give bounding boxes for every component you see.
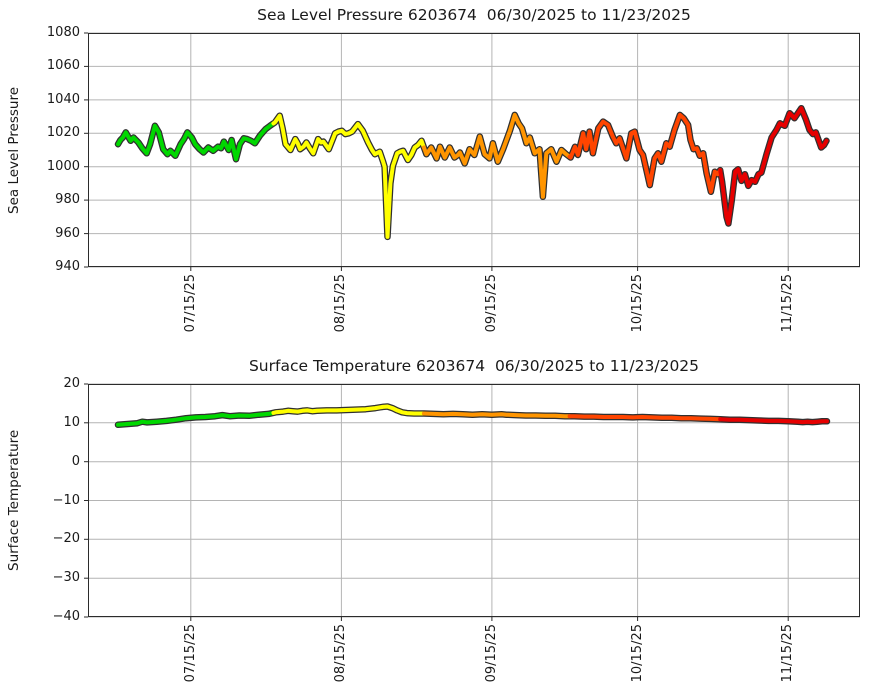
sea-level-pressure-x-tick-label: 11/15/25 xyxy=(780,274,796,333)
surface-temperature-x-tick-label: 11/15/25 xyxy=(780,624,796,683)
surface-temperature-series-oct xyxy=(567,414,723,422)
sea-level-pressure-y-tick-label: 980 xyxy=(55,192,80,208)
surface-temperature-y-tick-label: −30 xyxy=(52,570,80,586)
surface-temperature-axes-border xyxy=(88,384,860,617)
sea-level-pressure-series-nov xyxy=(718,106,829,226)
pressure-chart-title: Sea Level Pressure 6203674 06/30/2025 to… xyxy=(257,6,691,24)
surface-temperature-series-nov xyxy=(718,417,829,425)
sea-level-pressure-x-tick-label: 10/15/25 xyxy=(629,274,645,333)
surface-temperature-y-tick-label: 0 xyxy=(71,453,80,469)
sea-level-pressure-y-tick-label: 1040 xyxy=(46,91,80,107)
surface-temperature-x-tick-label: 10/15/25 xyxy=(629,624,645,683)
temperature-plot-area xyxy=(84,383,860,621)
sea-level-pressure-series-aug xyxy=(271,113,426,239)
surface-temperature-y-tick-label: 10 xyxy=(63,414,80,430)
pressure-y-axis-label: Sea Level Pressure xyxy=(6,86,22,214)
surface-temperature-y-tick-label: 20 xyxy=(63,376,80,391)
sea-level-pressure-y-tick-label: 1020 xyxy=(46,125,80,141)
sea-level-pressure-y-tick-label: 960 xyxy=(55,225,80,241)
sea-level-pressure-x-tick-label: 07/15/25 xyxy=(182,274,198,333)
sea-level-pressure-series-jun-jul xyxy=(116,121,276,162)
pressure-plot-area xyxy=(84,32,860,271)
surface-temperature-y-tick-label: −10 xyxy=(52,492,80,508)
surface-temperature-series-sep xyxy=(421,411,572,419)
sea-level-pressure-y-tick-label: 1060 xyxy=(46,58,80,74)
sea-level-pressure-series-oct xyxy=(567,112,723,194)
surface-temperature-series-jun-jul xyxy=(116,410,276,427)
sea-level-pressure-x-tick-label: 08/15/25 xyxy=(333,274,349,333)
surface-temperature-x-tick-label: 07/15/25 xyxy=(182,624,198,683)
sea-level-pressure-x-tick-label: 09/15/25 xyxy=(483,274,499,333)
surface-temperature-x-tick-label: 08/15/25 xyxy=(333,624,349,683)
sea-level-pressure-series-sep xyxy=(421,112,572,199)
sea-level-pressure-y-tick-label: 1000 xyxy=(46,158,80,174)
surface-temperature-x-tick-label: 09/15/25 xyxy=(483,624,499,683)
temperature-chart-title: Surface Temperature 6203674 06/30/2025 t… xyxy=(248,357,700,375)
sea-level-pressure-y-tick-label: 940 xyxy=(55,259,80,274)
surface-temperature-y-tick-label: −40 xyxy=(52,609,80,624)
sea-level-pressure-axes-border xyxy=(88,33,860,267)
temperature-y-axis-label: Surface Temperature xyxy=(6,429,22,572)
surface-temperature-y-tick-label: −20 xyxy=(52,531,80,547)
surface-temperature-series-aug xyxy=(271,404,426,416)
sea-level-pressure-y-tick-label: 1080 xyxy=(46,25,80,40)
